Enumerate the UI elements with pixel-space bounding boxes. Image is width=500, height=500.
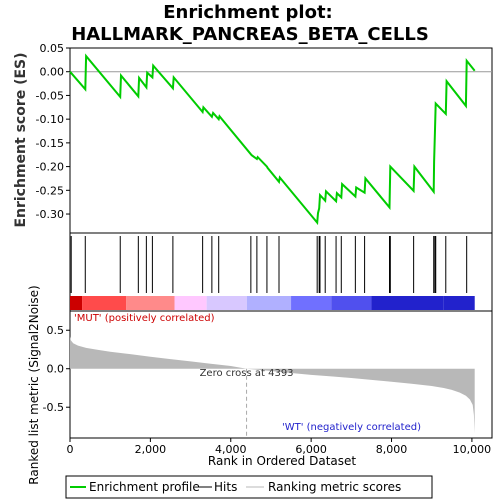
legend-label-enrichment: Enrichment profile [89, 480, 200, 494]
es-y-tick-label: 0.00 [40, 66, 65, 79]
color-bar-segment [70, 296, 83, 310]
es-y-tick-label: 0.05 [40, 42, 65, 55]
es-y-axis-label: Enrichment score (ES) [13, 52, 29, 227]
x-tick-label: 10,000 [453, 443, 492, 456]
color-bar-segment [331, 296, 372, 310]
chart-title-line1: Enrichment plot: [163, 2, 333, 23]
metric-y-tick-label: -0.5 [43, 401, 64, 414]
x-tick-label: 8,000 [376, 443, 408, 456]
es-panel-frame [69, 47, 493, 234]
hit-lines [70, 236, 468, 293]
metric-x-ticks: 0 2,000 4,000 6,000 8,000 10,000 [67, 438, 492, 456]
chart-title-line2: HALLMARK_PANCREAS_BETA_CELLS [71, 24, 429, 45]
metric-y-axis-label: Ranked list metric (Signal2Noise) [27, 285, 41, 484]
color-bar-segment [82, 296, 127, 310]
color-bar-segment [174, 296, 207, 310]
x-tick-label: 6,000 [295, 443, 327, 456]
es-y-tick-label: -0.10 [36, 113, 64, 126]
hits-panel [69, 232, 493, 312]
es-y-tick-label: -0.30 [36, 208, 64, 221]
color-bar-segment [126, 296, 175, 310]
es-y-tick-label: -0.25 [36, 184, 64, 197]
color-bar-segment [291, 296, 332, 310]
color-bar-segment [206, 296, 247, 310]
ranking-color-bar [70, 296, 475, 310]
metric-y-ticks: 0.5 0.0 -0.5 [43, 324, 70, 414]
positive-correlation-annotation: 'MUT' (positively correlated) [74, 313, 215, 324]
x-tick-label: 2,000 [135, 443, 167, 456]
enrichment-profile-line [69, 53, 476, 226]
x-tick-label: 0 [67, 443, 74, 456]
es-panel: 0.05 0.00 -0.05 -0.10 -0.15 -0.20 -0.25 -0.30 E… [13, 42, 493, 234]
legend-label-ranking: Ranking metric scores [268, 480, 401, 494]
color-bar-segment [246, 296, 292, 310]
color-bar-segment [443, 296, 475, 310]
x-tick-label: 4,000 [215, 443, 247, 456]
es-y-tick-label: -0.15 [36, 137, 64, 150]
legend: Enrichment profile Hits Ranking metric s… [65, 475, 433, 499]
x-axis-label: Rank in Ordered Dataset [208, 454, 356, 468]
es-y-tick-label: -0.05 [36, 89, 64, 102]
metric-y-tick-label: 0.5 [47, 324, 65, 337]
metric-y-tick-label: 0.0 [47, 363, 65, 376]
legend-label-hits: Hits [214, 480, 237, 494]
es-y-tick-label: -0.20 [36, 161, 64, 174]
zero-cross-annotation: Zero cross at 4393 [200, 368, 294, 379]
negative-correlation-annotation: 'WT' (negatively correlated) [282, 422, 421, 433]
metric-panel: 0.5 0.0 -0.5 0 2,000 4,000 6,000 8,000 10,000 '… [27, 285, 493, 485]
es-y-ticks: 0.05 0.00 -0.05 -0.10 -0.15 -0.20 -0.25 -0.30 [36, 42, 70, 221]
ranking-metric-area [70, 336, 475, 434]
color-bar-segment [371, 296, 444, 310]
